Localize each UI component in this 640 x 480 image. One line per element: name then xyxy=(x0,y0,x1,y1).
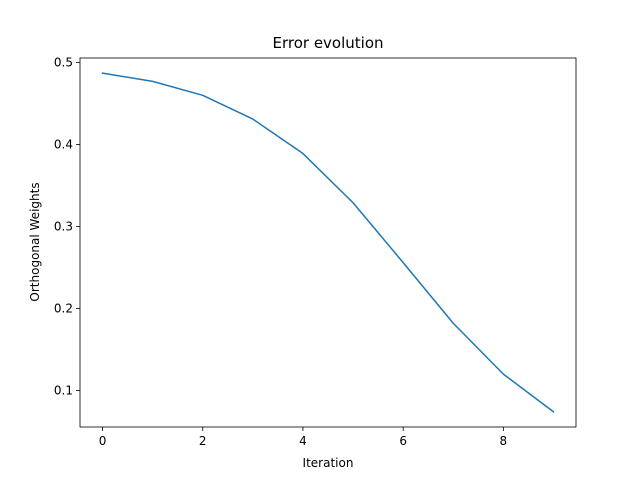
x-tick-label: 2 xyxy=(199,434,207,448)
x-tick-label: 0 xyxy=(99,434,107,448)
chart-title: Error evolution xyxy=(272,34,383,52)
y-tick-label: 0.3 xyxy=(54,220,73,234)
x-tick-label: 4 xyxy=(299,434,307,448)
y-axis-ticks: 0.1 0.2 0.3 0.4 0.5 xyxy=(54,56,80,398)
plot-area xyxy=(79,57,577,428)
y-tick-label: 0.4 xyxy=(54,138,73,152)
x-tick-label: 6 xyxy=(399,434,407,448)
x-axis-ticks: 0 2 4 6 8 xyxy=(99,427,507,448)
series-line-0 xyxy=(101,72,555,413)
y-axis-label: Orthogonal Weights xyxy=(28,182,42,301)
y-tick-label: 0.2 xyxy=(54,302,73,316)
y-tick-label: 0.5 xyxy=(54,56,73,70)
x-tick-label: 8 xyxy=(500,434,508,448)
x-axis-label: Iteration xyxy=(303,456,354,470)
y-tick-label: 0.1 xyxy=(54,384,73,398)
axes-frame xyxy=(79,57,577,428)
